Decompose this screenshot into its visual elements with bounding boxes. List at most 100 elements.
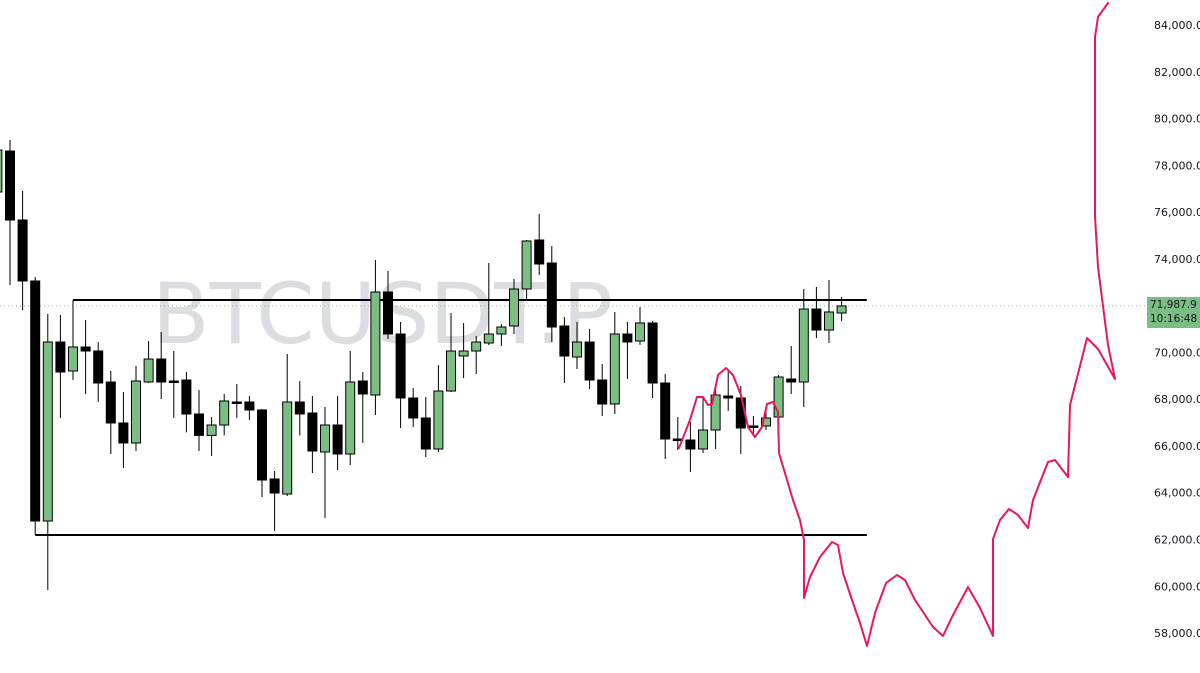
- candle-body-up: [521, 240, 532, 290]
- y-tick-label: 76,000.0: [1154, 206, 1200, 219]
- candle-body-down: [294, 401, 305, 415]
- candle: [332, 396, 343, 470]
- bar-countdown: 10:16:48: [1150, 313, 1198, 325]
- y-tick-label: 60,000.0: [1154, 580, 1200, 593]
- candle-body-down: [597, 379, 608, 405]
- candle-body-down: [584, 341, 595, 381]
- candle-body-down: [118, 422, 129, 444]
- candle-body-down: [420, 417, 431, 450]
- candle-body-up: [471, 341, 482, 352]
- candle: [521, 239, 532, 300]
- candle: [118, 392, 129, 469]
- candle-body-up: [483, 333, 494, 344]
- y-tick-label: 58,000.0: [1154, 627, 1200, 640]
- candle: [660, 373, 671, 460]
- candle: [609, 311, 620, 415]
- candle: [68, 300, 78, 381]
- candle-body-down: [685, 439, 696, 450]
- candle-body-down: [332, 424, 343, 455]
- candle: [0, 149, 3, 193]
- candle: [307, 396, 318, 474]
- candle: [433, 364, 444, 453]
- last-price-value: 71,987.9: [1150, 299, 1197, 311]
- candle-body-up: [206, 424, 217, 436]
- candle: [244, 396, 255, 420]
- candles: [0, 139, 847, 590]
- y-tick-label: 70,000.0: [1154, 346, 1200, 359]
- candle: [269, 471, 280, 531]
- candle-body-up: [219, 400, 230, 426]
- last-price-badge: 71,987.9 10:16:48: [1147, 297, 1200, 328]
- candle: [206, 417, 217, 456]
- candle: [357, 372, 368, 443]
- candle-body-down: [672, 438, 683, 442]
- y-tick-label: 82,000.0: [1154, 66, 1200, 79]
- symbol-watermark: BTCUSDT.P: [152, 265, 613, 363]
- y-tick-label: 66,000.0: [1154, 440, 1200, 453]
- level-lines: [35, 299, 867, 537]
- candle: [420, 397, 431, 458]
- candle: [836, 297, 847, 322]
- candle-body-down: [786, 378, 797, 383]
- candle: [458, 322, 469, 378]
- candle-body-up: [572, 341, 582, 358]
- projection-drawing: [678, 2, 1116, 647]
- candle-body-down: [244, 401, 255, 411]
- candle-body-down: [307, 412, 318, 452]
- candle: [55, 315, 66, 418]
- candle: [156, 331, 167, 399]
- candle-body-down: [811, 308, 822, 331]
- candle: [685, 422, 696, 473]
- candle-body-down: [269, 478, 280, 494]
- candle: [496, 323, 507, 347]
- candle-body-up: [433, 390, 444, 450]
- candle: [635, 306, 645, 345]
- candle: [811, 286, 822, 339]
- candle: [320, 406, 330, 518]
- candle: [370, 260, 381, 415]
- candle: [546, 246, 557, 343]
- candle: [647, 321, 658, 398]
- candle-body-down: [17, 219, 28, 282]
- candle-body-down: [660, 382, 671, 440]
- candle-body-down: [55, 341, 66, 373]
- candle: [93, 342, 104, 402]
- candle-body-down: [395, 333, 406, 399]
- y-tick-label: 74,000.0: [1154, 253, 1200, 266]
- candle: [723, 369, 734, 411]
- y-tick-label: 62,000.0: [1154, 533, 1200, 546]
- candle: [80, 319, 91, 394]
- candle: [559, 317, 570, 383]
- candle: [30, 276, 41, 536]
- candle: [231, 384, 242, 418]
- price-axis: 84,000.0 82,000.0 80,000.0 78,000.0 76,000.0…: [1154, 19, 1200, 640]
- candle-body-down: [546, 262, 557, 328]
- candle-body-up: [131, 380, 141, 444]
- y-tick-label: 68,000.0: [1154, 393, 1200, 406]
- candle: [345, 351, 356, 466]
- candle-body-down: [80, 346, 91, 352]
- candle: [17, 190, 28, 311]
- candle-body-up: [320, 424, 330, 453]
- candle: [798, 289, 809, 407]
- candle-body-up: [68, 346, 78, 372]
- candle-body-down: [194, 413, 204, 436]
- y-tick-label: 84,000.0: [1154, 19, 1200, 32]
- candle-body-up: [836, 305, 847, 314]
- candle-body-down: [748, 425, 759, 428]
- candle: [446, 313, 456, 393]
- candle-body-down: [231, 401, 242, 404]
- candle-body-up: [798, 308, 809, 383]
- candle-body-down: [647, 322, 658, 384]
- candle: [408, 388, 419, 427]
- candle-body-down: [723, 395, 734, 399]
- candle: [622, 322, 633, 379]
- candle-body-up: [282, 401, 293, 495]
- candle-body-down: [257, 409, 267, 481]
- candle-body-down: [105, 381, 116, 424]
- candle-body-down: [383, 291, 393, 335]
- candle: [219, 393, 230, 436]
- candle: [698, 397, 708, 453]
- candle-body-up: [710, 394, 721, 431]
